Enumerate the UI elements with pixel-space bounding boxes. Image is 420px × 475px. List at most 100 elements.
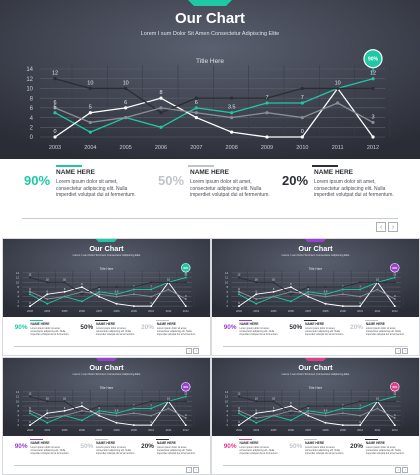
series-point <box>371 77 375 81</box>
bottom-divider <box>222 465 409 467</box>
y-tick-label: 14 <box>225 390 229 394</box>
series-point <box>376 400 379 403</box>
series-point <box>124 86 128 91</box>
data-label: 10 <box>46 277 49 281</box>
series-point <box>53 106 57 110</box>
series-point <box>393 424 396 427</box>
x-tick-label: 2011 <box>166 428 172 432</box>
series-point <box>393 305 396 308</box>
series-point <box>255 302 258 305</box>
next-button[interactable]: › <box>193 467 200 474</box>
series-point <box>324 421 327 424</box>
marker-label: 90% <box>368 57 379 63</box>
x-tick-label: 2003 <box>236 428 242 432</box>
series-point <box>150 295 153 298</box>
series-point <box>324 412 327 415</box>
series-point <box>307 412 310 415</box>
slide-2[interactable]: 0 2 4 6 8 10 12 14 2003 2004 2005 2006 2007 2008 2009 2… <box>2 238 211 356</box>
series-point <box>272 414 275 417</box>
stat-percent-2: 50% <box>80 323 94 331</box>
series-point <box>167 288 170 291</box>
series-point <box>272 281 275 284</box>
data-label: 5 <box>47 408 49 412</box>
series-point <box>80 412 83 415</box>
x-tick-label: 2007 <box>305 309 311 313</box>
series-point <box>289 293 292 296</box>
slide-5[interactable]: 0 2 4 6 8 10 12 14 2003 2004 2005 2006 2007 2008 2009 2… <box>211 357 420 475</box>
y-tick-label: 10 <box>225 399 229 403</box>
y-tick-label: 10 <box>16 399 20 403</box>
data-label: 10 <box>255 396 258 400</box>
stat-description-3: Lorem ipsum dolor sit amet, consectetur … <box>314 179 394 198</box>
series-point <box>63 400 66 403</box>
data-label: 12 <box>28 273 31 277</box>
series-point <box>80 290 83 293</box>
next-button[interactable]: › <box>402 348 409 355</box>
page-title: Our Chart <box>89 362 124 372</box>
series-line-3 <box>238 396 395 414</box>
series-point <box>184 424 187 427</box>
data-label: 3.5 <box>324 289 328 293</box>
x-tick-label: 2005 <box>271 428 277 432</box>
y-tick-label: 0 <box>227 304 229 308</box>
series-point <box>194 106 198 110</box>
series-point <box>393 298 396 300</box>
stat-name-3: NAME HERE <box>156 440 176 445</box>
x-tick-label: 2006 <box>288 428 294 432</box>
data-label: 7 <box>342 404 344 408</box>
chart-title: Title Here <box>196 58 224 65</box>
series-point <box>63 414 66 417</box>
series-point <box>88 130 92 134</box>
prev-button[interactable]: ‹ <box>376 222 386 232</box>
y-tick-label: 12 <box>225 276 229 280</box>
prev-button[interactable]: ‹ <box>186 348 193 355</box>
data-label: 5 <box>238 408 240 412</box>
page-title: Our Chart <box>298 243 333 253</box>
data-label: 7 <box>150 285 152 289</box>
prev-button[interactable]: ‹ <box>395 467 402 474</box>
series-line-4 <box>29 288 186 300</box>
slide-3[interactable]: 0 2 4 6 8 10 12 14 2003 2004 2005 2006 2007 2008 2009 2… <box>211 238 420 356</box>
data-label: 5 <box>256 289 258 293</box>
page-title: Our Chart <box>174 10 245 27</box>
y-tick-label: 12 <box>26 77 33 83</box>
series-point <box>393 400 396 403</box>
next-button[interactable]: › <box>388 222 398 232</box>
series-point <box>237 409 240 412</box>
x-tick-label: 2011 <box>166 309 172 313</box>
x-tick-label: 2003 <box>49 145 61 151</box>
series-point <box>265 96 269 100</box>
stat-name-1: NAME HERE <box>30 321 50 326</box>
series-point <box>359 305 362 308</box>
data-label: 0 <box>53 129 56 135</box>
x-tick-label: 2003 <box>236 309 242 313</box>
slide-4[interactable]: 0 2 4 6 8 10 12 14 2003 2004 2005 2006 2007 2008 2009 2… <box>2 357 211 475</box>
data-label: 10 <box>63 277 66 281</box>
x-tick-label: 2012 <box>183 309 189 313</box>
series-line-1 <box>238 277 395 305</box>
page-subtitle: Lorem I sum Dolor Sit Amen Consectetur A… <box>281 373 350 377</box>
series-point <box>289 412 292 415</box>
chart-title: Title Here <box>100 386 114 390</box>
data-label: 6 <box>273 406 275 410</box>
bottom-divider <box>13 346 200 348</box>
stat-bar-1 <box>239 319 253 321</box>
series-point <box>159 125 163 129</box>
data-label: 12 <box>28 392 31 396</box>
marker-label: 90% <box>392 267 398 270</box>
series-point <box>132 407 135 410</box>
prev-button[interactable]: ‹ <box>186 467 193 474</box>
prev-button[interactable]: ‹ <box>395 348 402 355</box>
series-point <box>115 414 118 417</box>
x-tick-label: 2008 <box>114 309 120 313</box>
next-button[interactable]: › <box>193 348 200 355</box>
y-tick-label: 8 <box>227 285 229 289</box>
series-point <box>132 305 135 308</box>
y-tick-label: 0 <box>18 304 20 308</box>
y-tick-label: 0 <box>227 423 229 427</box>
series-point <box>46 281 49 284</box>
series-line-2 <box>54 87 374 138</box>
stat-bar-2 <box>188 165 214 167</box>
next-button[interactable]: › <box>402 467 409 474</box>
data-label: 6 <box>64 287 66 291</box>
